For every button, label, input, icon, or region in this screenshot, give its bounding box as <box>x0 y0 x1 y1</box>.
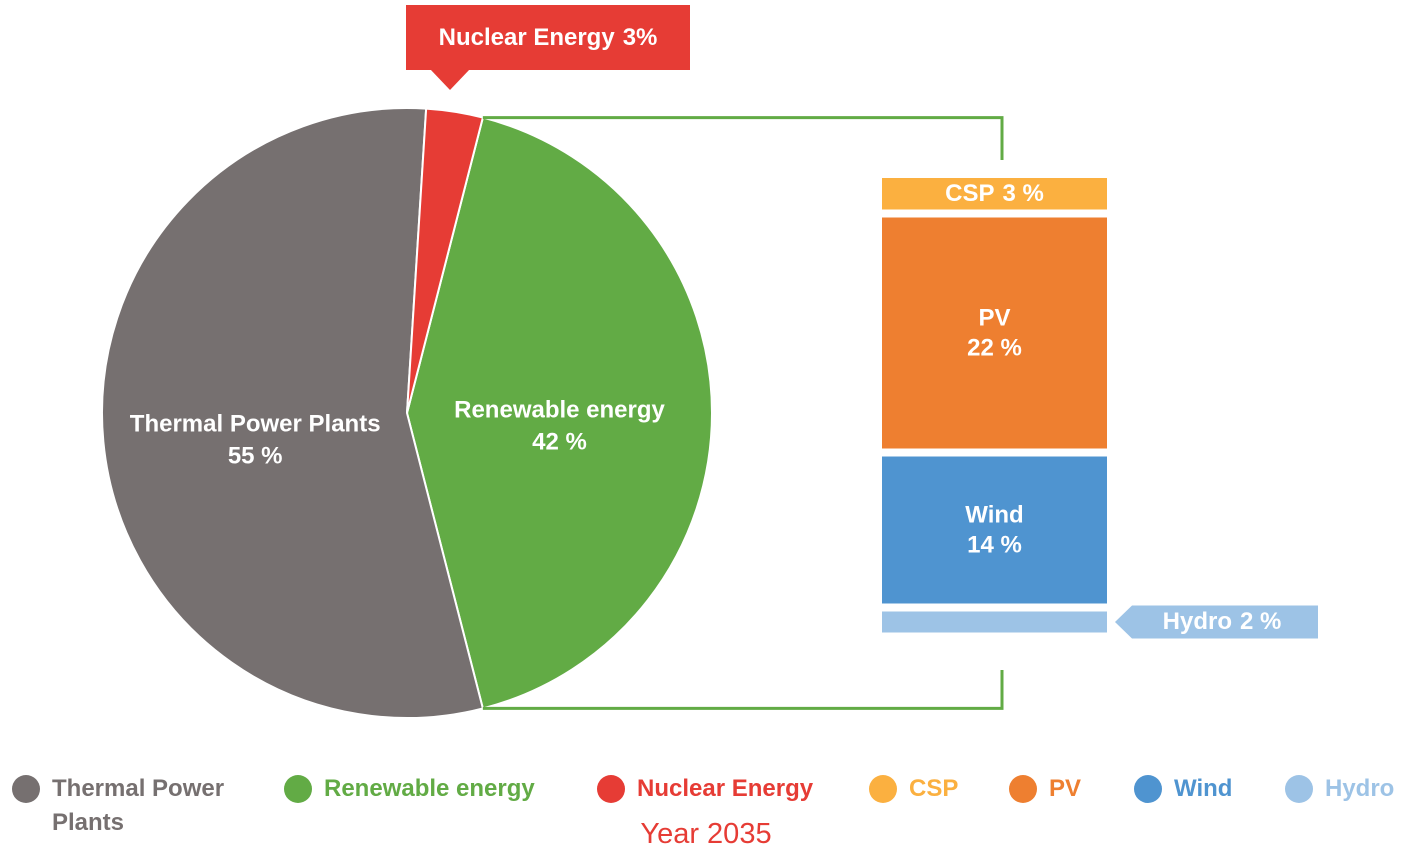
legend-label: Renewable energy <box>324 775 535 802</box>
slice-value: 42 % <box>532 428 587 455</box>
segment-label: CSP 3 % <box>945 180 1044 207</box>
legend-swatch <box>597 775 625 803</box>
segment-value: 14 % <box>967 531 1022 558</box>
segment-label: Hydro 2 % <box>1163 608 1282 635</box>
pie-slice <box>406 107 485 414</box>
segment-name: CSP <box>945 180 994 207</box>
bar-segment <box>882 456 1107 604</box>
segment-value: 22 % <box>967 334 1022 361</box>
legend-label: PV <box>1049 775 1082 802</box>
callout-box <box>406 5 690 70</box>
segment-value: 3 % <box>1003 180 1044 207</box>
slice-value: 3% <box>623 24 658 51</box>
slice-name: Thermal Power Plants <box>130 411 381 438</box>
callout: Nuclear Energy 3% <box>406 5 690 90</box>
segment-value: 2 % <box>1240 608 1281 635</box>
legend-swatch <box>284 775 312 803</box>
legend-item: Hydro <box>1285 772 1394 806</box>
bar-segment <box>882 611 1107 633</box>
legend-item: Wind <box>1134 772 1232 806</box>
legend-item: PV <box>1009 772 1081 806</box>
legend-swatch <box>1009 775 1037 803</box>
chart: Renewable energy 42 % Thermal Power Plants… <box>101 5 1318 719</box>
slice-label: Nuclear Energy 3% <box>439 24 658 51</box>
legend-item: CSP <box>869 772 958 806</box>
slice-value: 55 % <box>228 443 283 470</box>
slice-name: Nuclear Energy <box>439 24 616 51</box>
legend-swatch <box>869 775 897 803</box>
segment-name: Hydro <box>1163 608 1232 635</box>
legend-item: Renewable energy <box>284 772 535 806</box>
legend-swatch <box>1285 775 1313 803</box>
legend-label: Hydro <box>1325 775 1395 802</box>
callout-box <box>1115 605 1318 639</box>
segment-name: Wind <box>965 501 1023 528</box>
legend-label: Wind <box>1174 775 1233 802</box>
connector <box>482 116 1004 160</box>
legend-label: CSP <box>909 775 959 802</box>
slice-name: Renewable energy <box>454 396 665 423</box>
legend-swatch <box>12 775 40 803</box>
segment-name: PV <box>978 304 1010 331</box>
callout-pointer <box>430 69 470 90</box>
connector <box>482 670 1004 710</box>
pie-slice <box>405 116 713 710</box>
legend-item: Thermal Power Plants <box>12 772 252 840</box>
bar-segment <box>882 178 1107 210</box>
pie-slice <box>101 107 485 719</box>
bar-segment <box>882 217 1107 449</box>
caption: Year 2035 <box>640 818 772 850</box>
legend-swatch <box>1134 775 1162 803</box>
legend-label: Nuclear Energy <box>637 775 814 802</box>
legend-item: Nuclear Energy <box>597 772 813 806</box>
legend-label: Thermal Power Plants <box>52 775 225 836</box>
